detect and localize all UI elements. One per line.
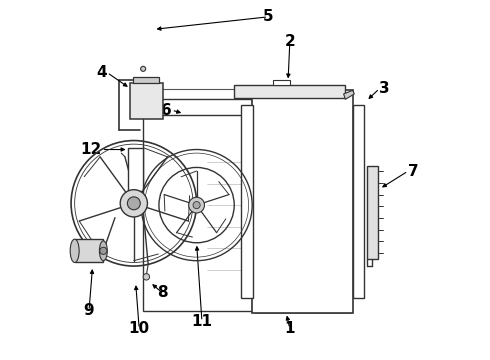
Text: 4: 4 (97, 65, 107, 80)
Text: 1: 1 (285, 321, 295, 336)
Circle shape (127, 197, 140, 210)
Bar (130, 83, 163, 119)
Text: 11: 11 (192, 314, 213, 329)
Bar (133, 77, 159, 83)
Text: 3: 3 (379, 81, 390, 96)
Circle shape (189, 197, 204, 213)
Bar (367, 166, 378, 259)
Polygon shape (128, 148, 143, 191)
Text: 2: 2 (285, 35, 295, 49)
Text: 9: 9 (84, 303, 94, 318)
Text: 8: 8 (157, 285, 168, 301)
Bar (273, 80, 290, 85)
Ellipse shape (70, 239, 79, 262)
Bar (234, 85, 345, 98)
Text: 7: 7 (408, 163, 419, 179)
Circle shape (143, 274, 149, 280)
Text: 12: 12 (80, 142, 101, 157)
Text: 5: 5 (263, 9, 273, 24)
Text: 10: 10 (129, 321, 150, 336)
Bar (242, 105, 253, 298)
Circle shape (193, 202, 200, 209)
Circle shape (141, 66, 146, 71)
Polygon shape (343, 90, 354, 99)
Circle shape (100, 247, 107, 255)
Bar (74, 239, 103, 262)
Text: 6: 6 (161, 103, 171, 118)
Polygon shape (143, 99, 252, 311)
Circle shape (120, 190, 147, 217)
Bar (353, 105, 365, 298)
Ellipse shape (99, 241, 107, 261)
Bar (252, 90, 353, 313)
